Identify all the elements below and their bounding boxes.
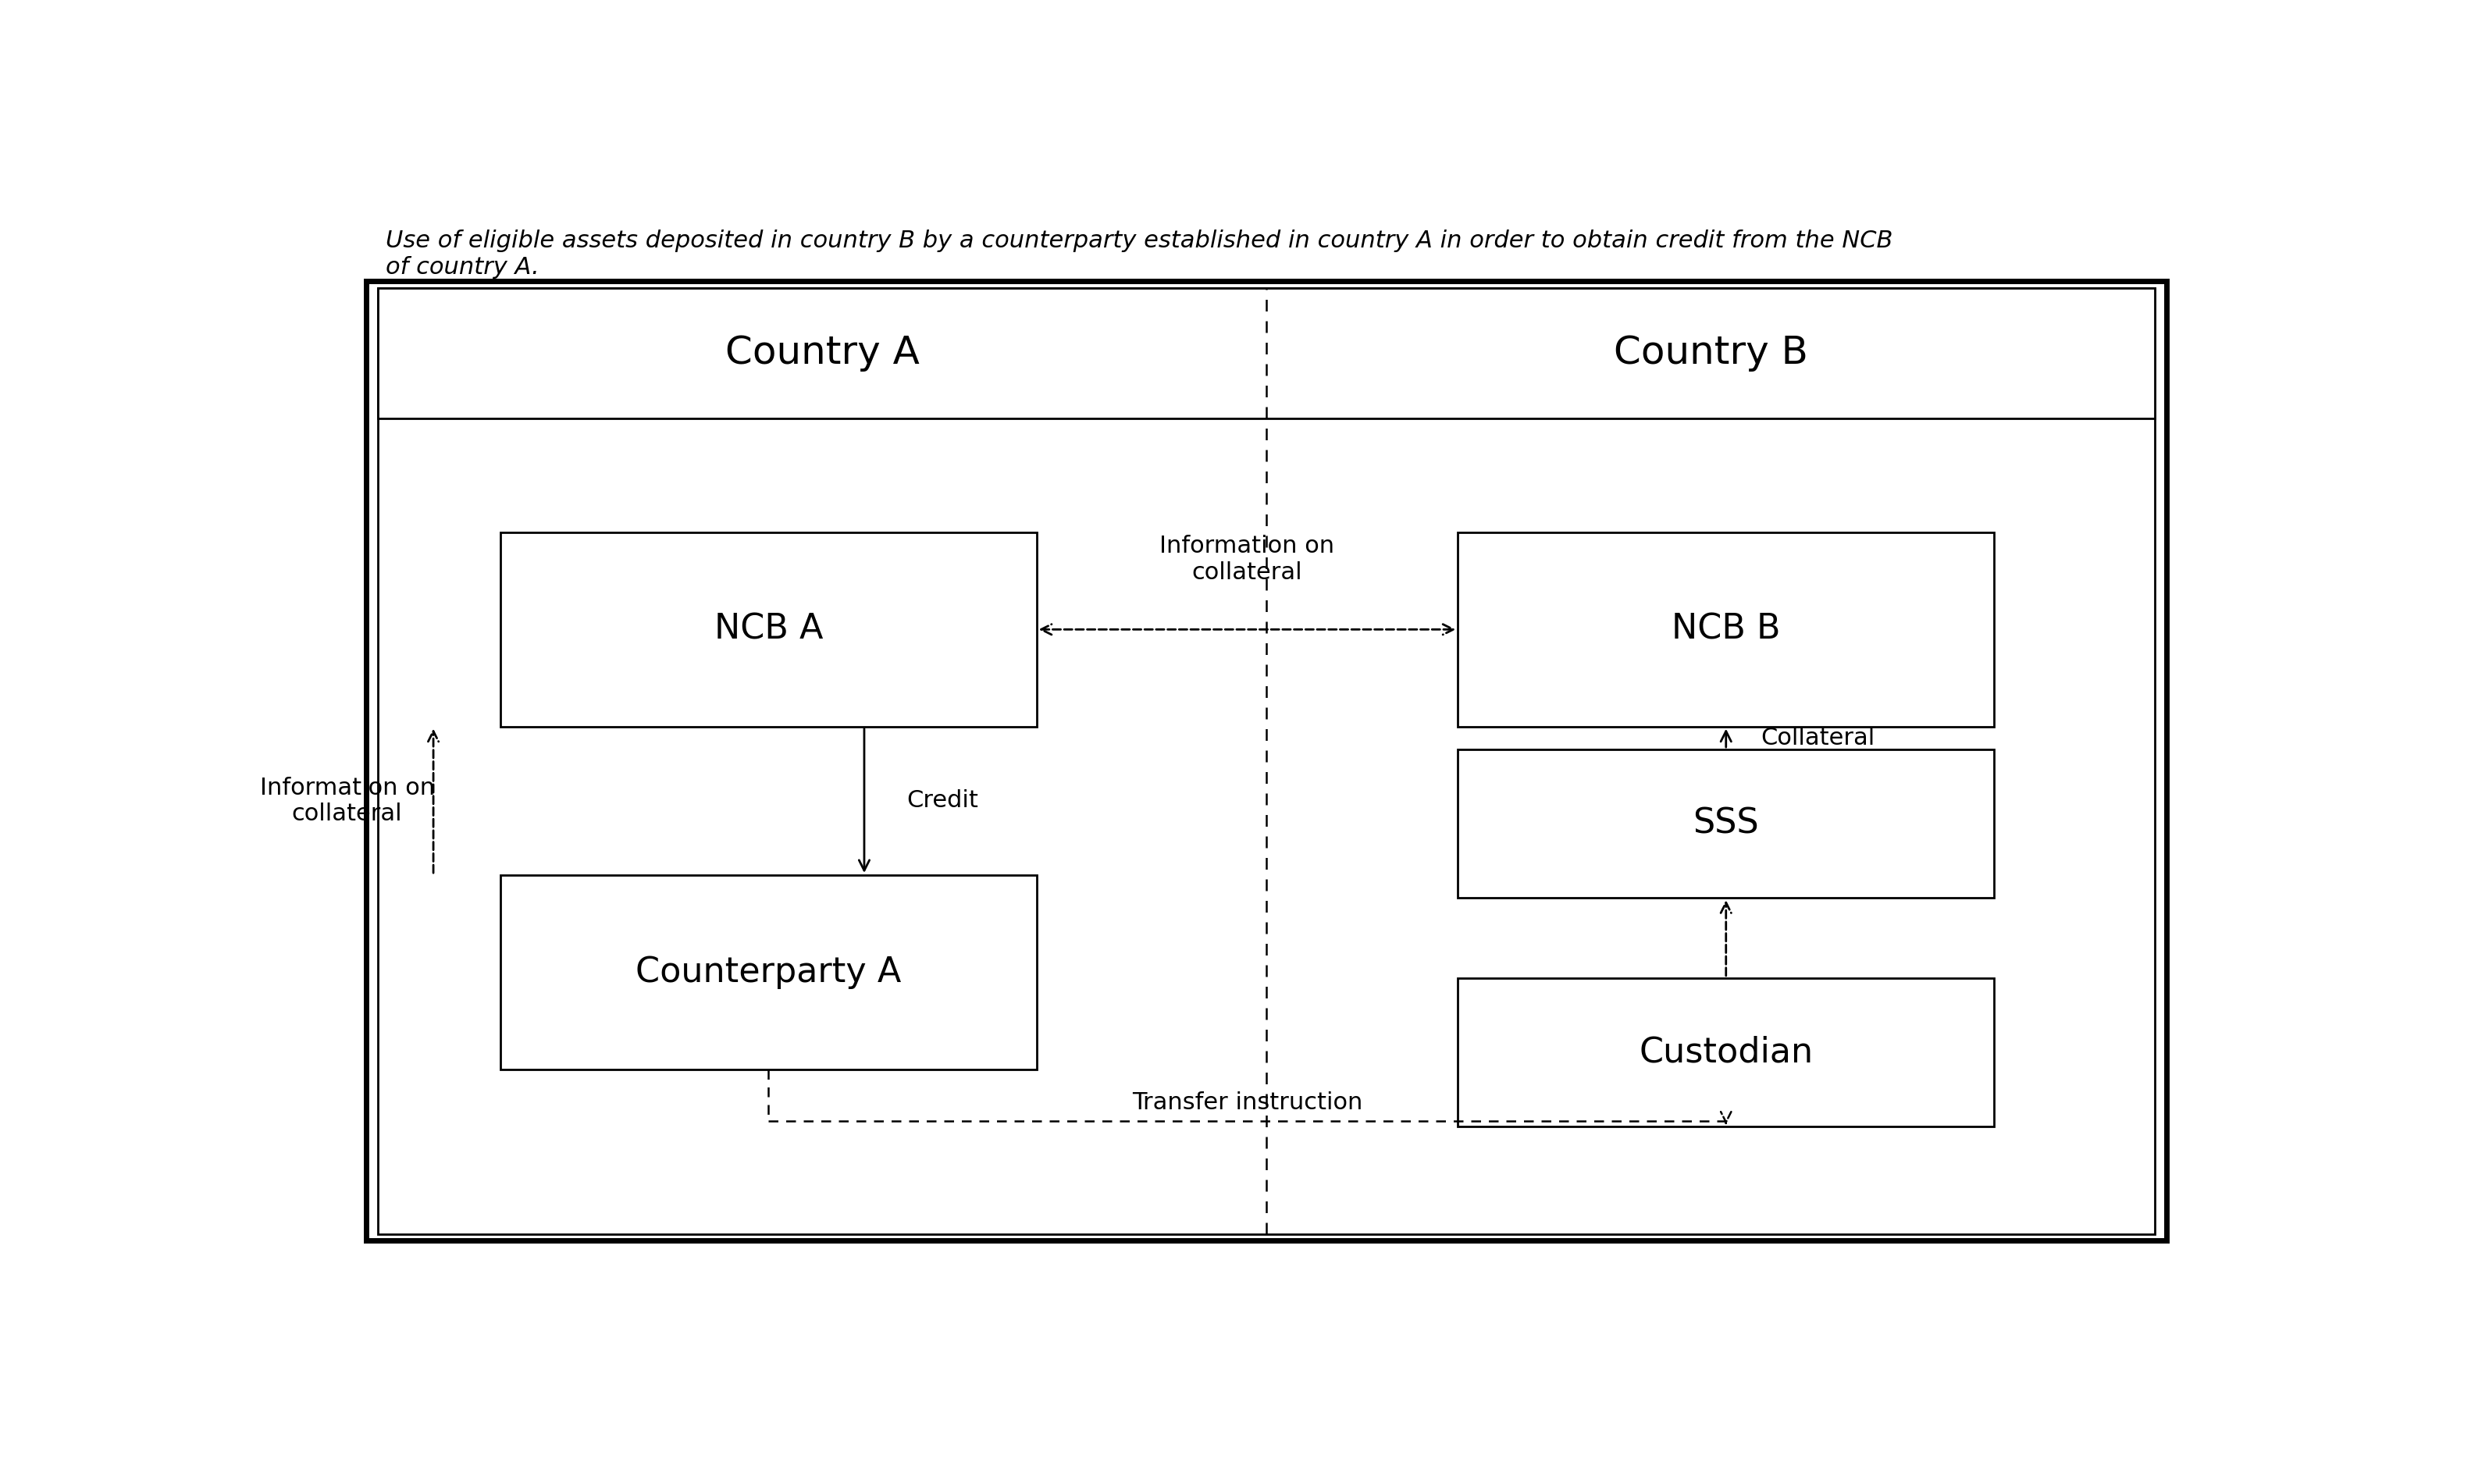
Text: Information on
collateral: Information on collateral xyxy=(1159,534,1334,583)
Text: Counterparty A: Counterparty A xyxy=(635,956,902,988)
Bar xyxy=(1458,978,1994,1126)
Bar xyxy=(499,533,1038,727)
Bar xyxy=(1458,749,1994,898)
Bar xyxy=(378,288,2155,418)
Text: Country A: Country A xyxy=(724,334,919,371)
Text: SSS: SSS xyxy=(1693,807,1759,840)
Bar xyxy=(1458,533,1994,727)
Text: Country B: Country B xyxy=(1614,334,1809,371)
Text: NCB B: NCB B xyxy=(1670,613,1782,646)
Text: Information on
collateral: Information on collateral xyxy=(259,776,435,825)
Text: Transfer instruction: Transfer instruction xyxy=(1132,1091,1362,1114)
Bar xyxy=(378,288,2155,1233)
Bar xyxy=(366,280,2167,1241)
Text: NCB A: NCB A xyxy=(714,613,823,646)
Bar xyxy=(499,876,1038,1070)
Text: Collateral: Collateral xyxy=(1759,727,1875,749)
Text: Use of eligible assets deposited in country B by a counterparty established in c: Use of eligible assets deposited in coun… xyxy=(385,230,1893,279)
Text: Custodian: Custodian xyxy=(1638,1036,1814,1068)
Text: Credit: Credit xyxy=(907,789,979,812)
